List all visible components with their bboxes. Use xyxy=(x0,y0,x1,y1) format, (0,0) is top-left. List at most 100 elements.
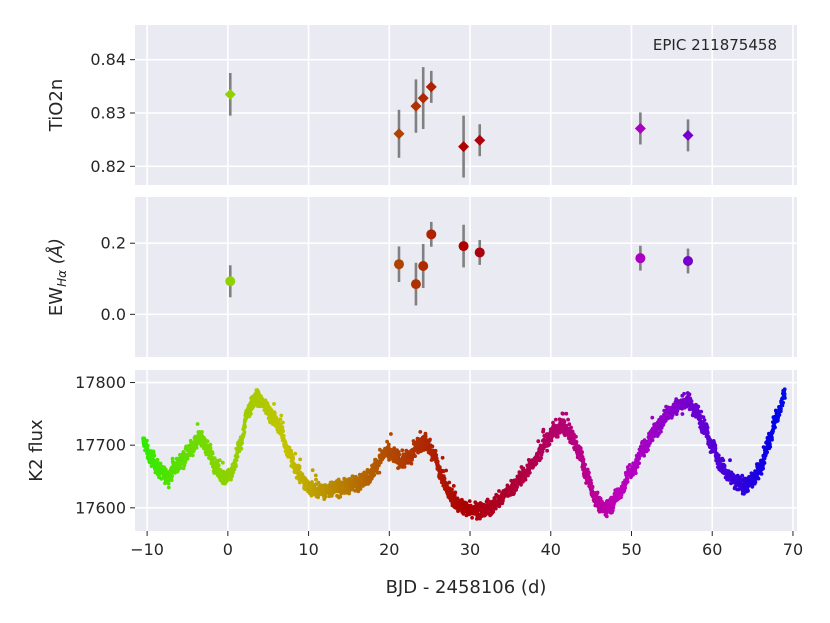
flux-point xyxy=(434,453,439,458)
flux-point xyxy=(240,441,245,445)
flux-point xyxy=(430,444,435,449)
flux-point xyxy=(313,473,318,478)
flux-point xyxy=(650,438,655,443)
flux-point xyxy=(170,474,175,478)
x-tick-label: 50 xyxy=(621,540,641,559)
flux-point xyxy=(440,455,445,460)
data-point xyxy=(474,247,485,258)
flux-point xyxy=(770,437,774,442)
flux-point xyxy=(590,484,595,489)
flux-point xyxy=(281,429,285,434)
flux-point xyxy=(637,461,641,466)
flux-point xyxy=(589,481,594,486)
data-point xyxy=(410,279,421,290)
flux-point xyxy=(176,468,181,472)
flux-point xyxy=(551,420,555,425)
flux-point xyxy=(423,434,428,439)
flux-point xyxy=(699,409,704,414)
flux-point xyxy=(713,446,718,451)
x-tick-label: 40 xyxy=(541,540,561,559)
flux-point xyxy=(418,430,423,434)
flux-point xyxy=(519,482,523,487)
flux-point xyxy=(297,464,302,469)
flux-point xyxy=(782,392,787,396)
flux-point xyxy=(170,456,175,461)
flux-point xyxy=(190,453,195,458)
data-point xyxy=(634,122,646,134)
star-id-annotation: EPIC 211875458 xyxy=(653,36,777,54)
y-tick-label: 0.83 xyxy=(90,104,126,123)
flux-point xyxy=(163,467,168,472)
data-point xyxy=(417,92,429,104)
flux-point xyxy=(200,430,204,434)
flux-point xyxy=(239,446,244,451)
flux-point xyxy=(389,432,393,436)
flux-point xyxy=(583,462,587,467)
flux-point xyxy=(358,487,363,491)
panel-tio2n: 0.82 0.83 0.84 TiO2n xyxy=(46,25,797,185)
flux-point xyxy=(604,511,609,515)
flux-point xyxy=(155,457,160,462)
flux-point xyxy=(242,430,247,434)
data-point xyxy=(683,256,694,266)
data-point xyxy=(418,260,429,271)
flux-point xyxy=(527,470,532,475)
flux-point xyxy=(208,442,213,447)
data-point xyxy=(426,229,437,240)
flux-point xyxy=(659,429,663,434)
flux-point xyxy=(562,419,567,424)
flux-point xyxy=(777,412,782,417)
y-tick-label: 17800 xyxy=(75,373,126,392)
flux-point xyxy=(589,478,593,483)
panel-background xyxy=(135,197,797,357)
flux-point xyxy=(205,439,210,444)
flux-point xyxy=(625,476,630,481)
data-point xyxy=(393,259,404,270)
flux-point xyxy=(234,458,239,463)
x-tick-label: 20 xyxy=(379,540,399,559)
flux-point xyxy=(216,463,221,468)
flux-point xyxy=(768,442,772,446)
flux-point xyxy=(185,456,190,461)
flux-point xyxy=(716,453,721,458)
flux-point xyxy=(212,456,217,460)
y-tick-label: 17600 xyxy=(75,498,126,517)
flux-point xyxy=(536,439,541,444)
x-axis-label: BJD - 2458106 (d) xyxy=(386,577,547,598)
data-point xyxy=(474,134,486,146)
y-axis-label-k2flux: K2 flux xyxy=(26,419,47,482)
flux-point xyxy=(310,468,315,473)
flux-point xyxy=(768,444,773,449)
flux-point xyxy=(547,442,552,447)
flux-point xyxy=(765,450,769,454)
flux-point xyxy=(287,445,292,450)
flux-point xyxy=(166,485,171,490)
flux-point xyxy=(338,494,343,499)
x-tick-label: 70 xyxy=(783,540,803,559)
flux-point xyxy=(650,415,655,420)
flux-point xyxy=(375,466,380,471)
flux-point xyxy=(377,470,382,475)
flux-point xyxy=(152,453,157,458)
flux-point xyxy=(713,443,718,448)
flux-point xyxy=(759,472,764,476)
flux-point xyxy=(598,496,603,501)
data-point xyxy=(225,276,236,287)
flux-point xyxy=(604,514,609,519)
flux-point xyxy=(220,460,225,465)
flux-point xyxy=(728,458,732,463)
y-tick-label: 0.0 xyxy=(101,305,126,324)
flux-point xyxy=(574,440,579,444)
flux-point xyxy=(453,490,458,495)
flux-point xyxy=(461,511,466,516)
x-tick-label: 30 xyxy=(460,540,480,559)
flux-point xyxy=(610,508,615,513)
flux-point xyxy=(779,407,783,411)
flux-point xyxy=(210,451,215,456)
flux-point xyxy=(584,481,588,485)
flux-point xyxy=(397,452,402,457)
flux-point xyxy=(746,488,750,493)
flux-point xyxy=(279,413,284,418)
flux-point xyxy=(523,477,528,482)
